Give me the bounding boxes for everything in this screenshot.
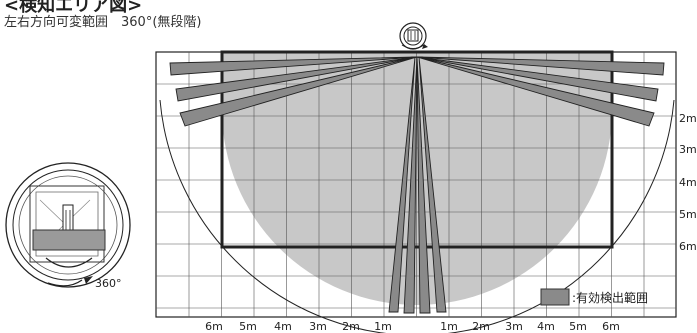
y-axis-label: 2m bbox=[679, 112, 697, 125]
x-axis-label: 5m bbox=[239, 320, 257, 333]
y-axis-labels: 2m 3m 4m 5m 6m bbox=[679, 112, 697, 253]
x-axis-label: 2m bbox=[472, 320, 490, 333]
x-axis-label: 1m bbox=[440, 320, 458, 333]
detection-area bbox=[222, 52, 612, 305]
detection-beam bbox=[175, 56, 418, 102]
detection-beam bbox=[416, 56, 665, 76]
y-axis-label: 3m bbox=[679, 143, 697, 156]
detection-beams bbox=[169, 56, 665, 314]
legend-swatch bbox=[540, 288, 570, 306]
detection-beam bbox=[418, 56, 447, 313]
x-axis-label: 6m bbox=[205, 320, 223, 333]
y-axis-label: 6m bbox=[679, 240, 697, 253]
x-axis-label: 3m bbox=[505, 320, 523, 333]
detection-beam bbox=[179, 56, 418, 127]
x-axis-label: 4m bbox=[537, 320, 555, 333]
sensor-top-icon bbox=[399, 22, 428, 50]
legend-label: :有効検出範囲 bbox=[572, 290, 648, 305]
detection-beam bbox=[169, 56, 418, 76]
detection-beam bbox=[403, 56, 418, 314]
x-axis-label: 3m bbox=[309, 320, 327, 333]
page-title: <検知エリア図> bbox=[4, 0, 143, 16]
y-axis-label: 4m bbox=[679, 176, 697, 189]
x-axis-label: 1m bbox=[374, 320, 392, 333]
sensor-side-view-icon: 360° bbox=[5, 162, 131, 290]
detection-beam bbox=[388, 56, 416, 313]
x-axis-label: 5m bbox=[569, 320, 587, 333]
legend: :有効検出範囲 bbox=[540, 288, 648, 306]
y-axis-label: 5m bbox=[679, 208, 697, 221]
rotation-360-label: 360° bbox=[95, 277, 122, 290]
detection-beam bbox=[416, 56, 431, 314]
6m-boundary-box bbox=[220, 50, 614, 249]
range-arc bbox=[159, 99, 675, 333]
detection-beam bbox=[416, 56, 659, 102]
detection-beam bbox=[416, 56, 655, 127]
x-axis-labels: 6m 5m 4m 3m 2m 1m 1m 2m 3m 4m 5m 6m bbox=[205, 320, 620, 333]
x-axis-label: 2m bbox=[342, 320, 360, 333]
x-axis-label: 4m bbox=[274, 320, 292, 333]
rotation-range-caption: 左右方向可変範囲 360°(無段階) bbox=[4, 15, 202, 30]
x-axis-label: 6m bbox=[602, 320, 620, 333]
